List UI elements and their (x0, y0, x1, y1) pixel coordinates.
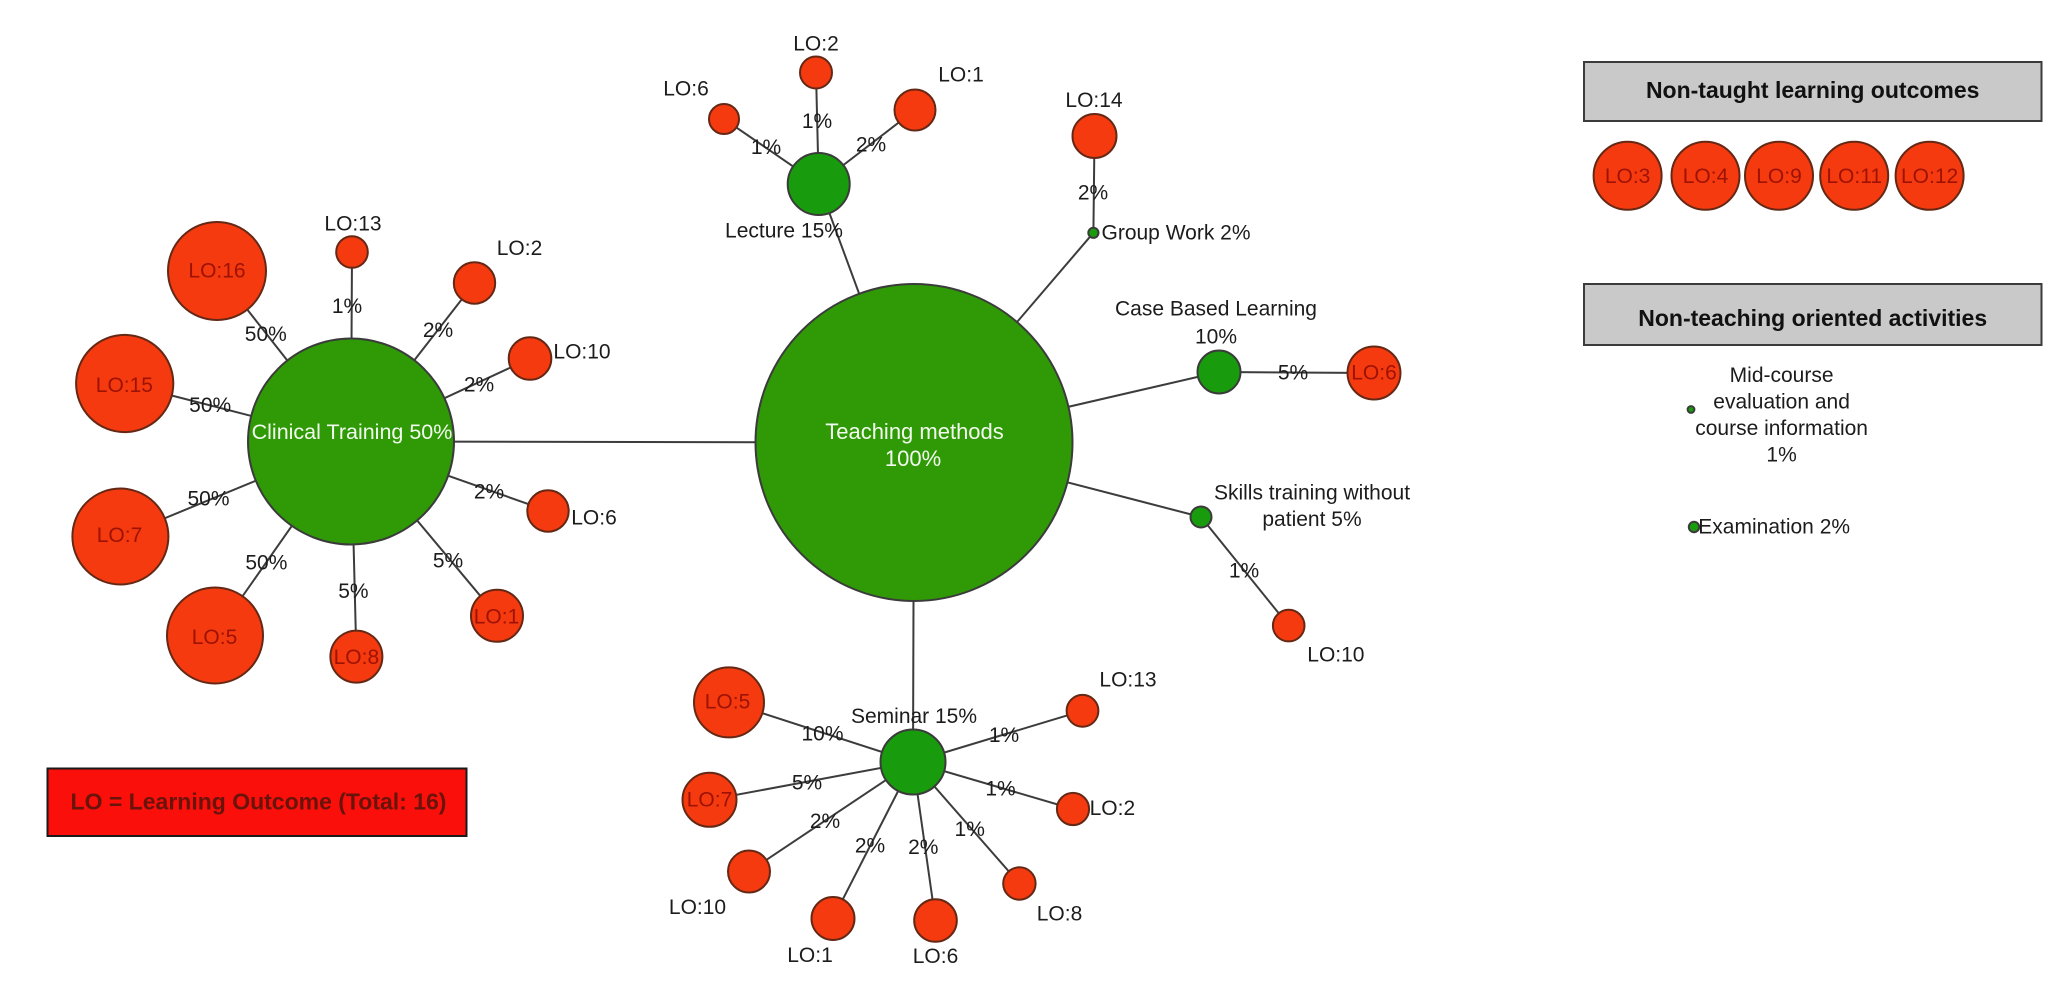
svg-text:2%: 2% (908, 836, 938, 859)
svg-text:LO:5: LO:5 (192, 626, 238, 649)
svg-text:LO:1: LO:1 (474, 606, 520, 629)
svg-text:LO:10: LO:10 (1307, 644, 1364, 667)
svg-text:LO:6: LO:6 (663, 78, 709, 101)
svg-text:1%: 1% (332, 295, 362, 318)
svg-text:5%: 5% (433, 550, 463, 573)
svg-text:LO:7: LO:7 (687, 789, 733, 812)
svg-text:LO:8: LO:8 (1037, 903, 1083, 926)
svg-text:LO:5: LO:5 (705, 691, 751, 714)
svg-text:LO:6: LO:6 (571, 507, 617, 530)
svg-text:100%: 100% (885, 446, 941, 471)
svg-text:1%: 1% (802, 110, 832, 133)
svg-text:Skills training without: Skills training without (1214, 482, 1410, 505)
svg-text:2%: 2% (810, 810, 840, 833)
svg-text:5%: 5% (792, 772, 822, 795)
svg-text:LO:16: LO:16 (188, 260, 245, 283)
svg-text:patient 5%: patient 5% (1262, 508, 1361, 531)
svg-text:LO:3: LO:3 (1605, 165, 1651, 188)
svg-text:LO:8: LO:8 (334, 646, 380, 669)
svg-text:2%: 2% (474, 481, 504, 504)
svg-text:2%: 2% (464, 374, 494, 397)
svg-text:1%: 1% (1766, 444, 1796, 467)
svg-text:2%: 2% (423, 319, 453, 342)
svg-text:2%: 2% (1078, 182, 1108, 205)
svg-text:50%: 50% (245, 323, 287, 346)
svg-text:LO:13: LO:13 (324, 213, 381, 236)
svg-text:LO:7: LO:7 (97, 524, 143, 547)
svg-text:LO:10: LO:10 (669, 896, 726, 919)
svg-text:LO:14: LO:14 (1065, 89, 1123, 112)
svg-text:Group Work 2%: Group Work 2% (1102, 222, 1251, 245)
svg-text:LO:6: LO:6 (1351, 362, 1397, 385)
svg-text:LO:4: LO:4 (1683, 165, 1729, 188)
svg-text:LO:9: LO:9 (1756, 165, 1802, 188)
svg-text:LO:11: LO:11 (1826, 165, 1882, 188)
svg-text:1%: 1% (989, 724, 1019, 747)
svg-text:LO:2: LO:2 (793, 33, 839, 56)
svg-text:1%: 1% (955, 818, 985, 841)
svg-text:Examination 2%: Examination 2% (1698, 516, 1850, 539)
svg-text:LO:2: LO:2 (497, 237, 543, 260)
svg-text:LO = Learning Outcome (Total:: LO = Learning Outcome (Total: 16) (71, 789, 447, 815)
svg-text:Seminar 15%: Seminar 15% (851, 705, 977, 728)
svg-text:evaluation and: evaluation and (1713, 391, 1850, 414)
svg-text:Clinical Training 50%: Clinical Training 50% (252, 420, 453, 444)
svg-text:10%: 10% (1195, 326, 1237, 349)
svg-text:LO:6: LO:6 (913, 945, 959, 968)
svg-text:10%: 10% (801, 723, 843, 746)
svg-text:Non-taught learning outcomes: Non-taught learning outcomes (1646, 77, 1980, 103)
svg-text:1%: 1% (985, 778, 1015, 801)
svg-text:LO:15: LO:15 (96, 374, 153, 397)
svg-text:LO:2: LO:2 (1090, 797, 1136, 820)
svg-text:50%: 50% (189, 394, 231, 417)
svg-text:1%: 1% (1229, 560, 1259, 583)
svg-text:LO:1: LO:1 (787, 944, 833, 967)
svg-text:Non-teaching oriented activiti: Non-teaching oriented activities (1638, 305, 1987, 331)
svg-text:course information: course information (1695, 417, 1868, 440)
svg-text:LO:12: LO:12 (1901, 165, 1958, 188)
svg-text:Teaching methods: Teaching methods (825, 419, 1004, 444)
svg-text:2%: 2% (856, 134, 886, 157)
svg-text:50%: 50% (245, 552, 287, 575)
svg-text:Mid-course: Mid-course (1730, 364, 1834, 387)
svg-text:5%: 5% (338, 580, 368, 603)
svg-text:LO:13: LO:13 (1099, 669, 1156, 692)
svg-text:5%: 5% (1278, 362, 1308, 385)
svg-text:LO:1: LO:1 (938, 63, 984, 86)
svg-text:50%: 50% (187, 488, 229, 511)
svg-text:Lecture 15%: Lecture 15% (725, 220, 843, 243)
svg-text:Case Based Learning: Case Based Learning (1115, 298, 1317, 321)
svg-text:1%: 1% (751, 136, 781, 159)
svg-text:2%: 2% (855, 835, 885, 858)
svg-text:LO:10: LO:10 (553, 341, 610, 364)
